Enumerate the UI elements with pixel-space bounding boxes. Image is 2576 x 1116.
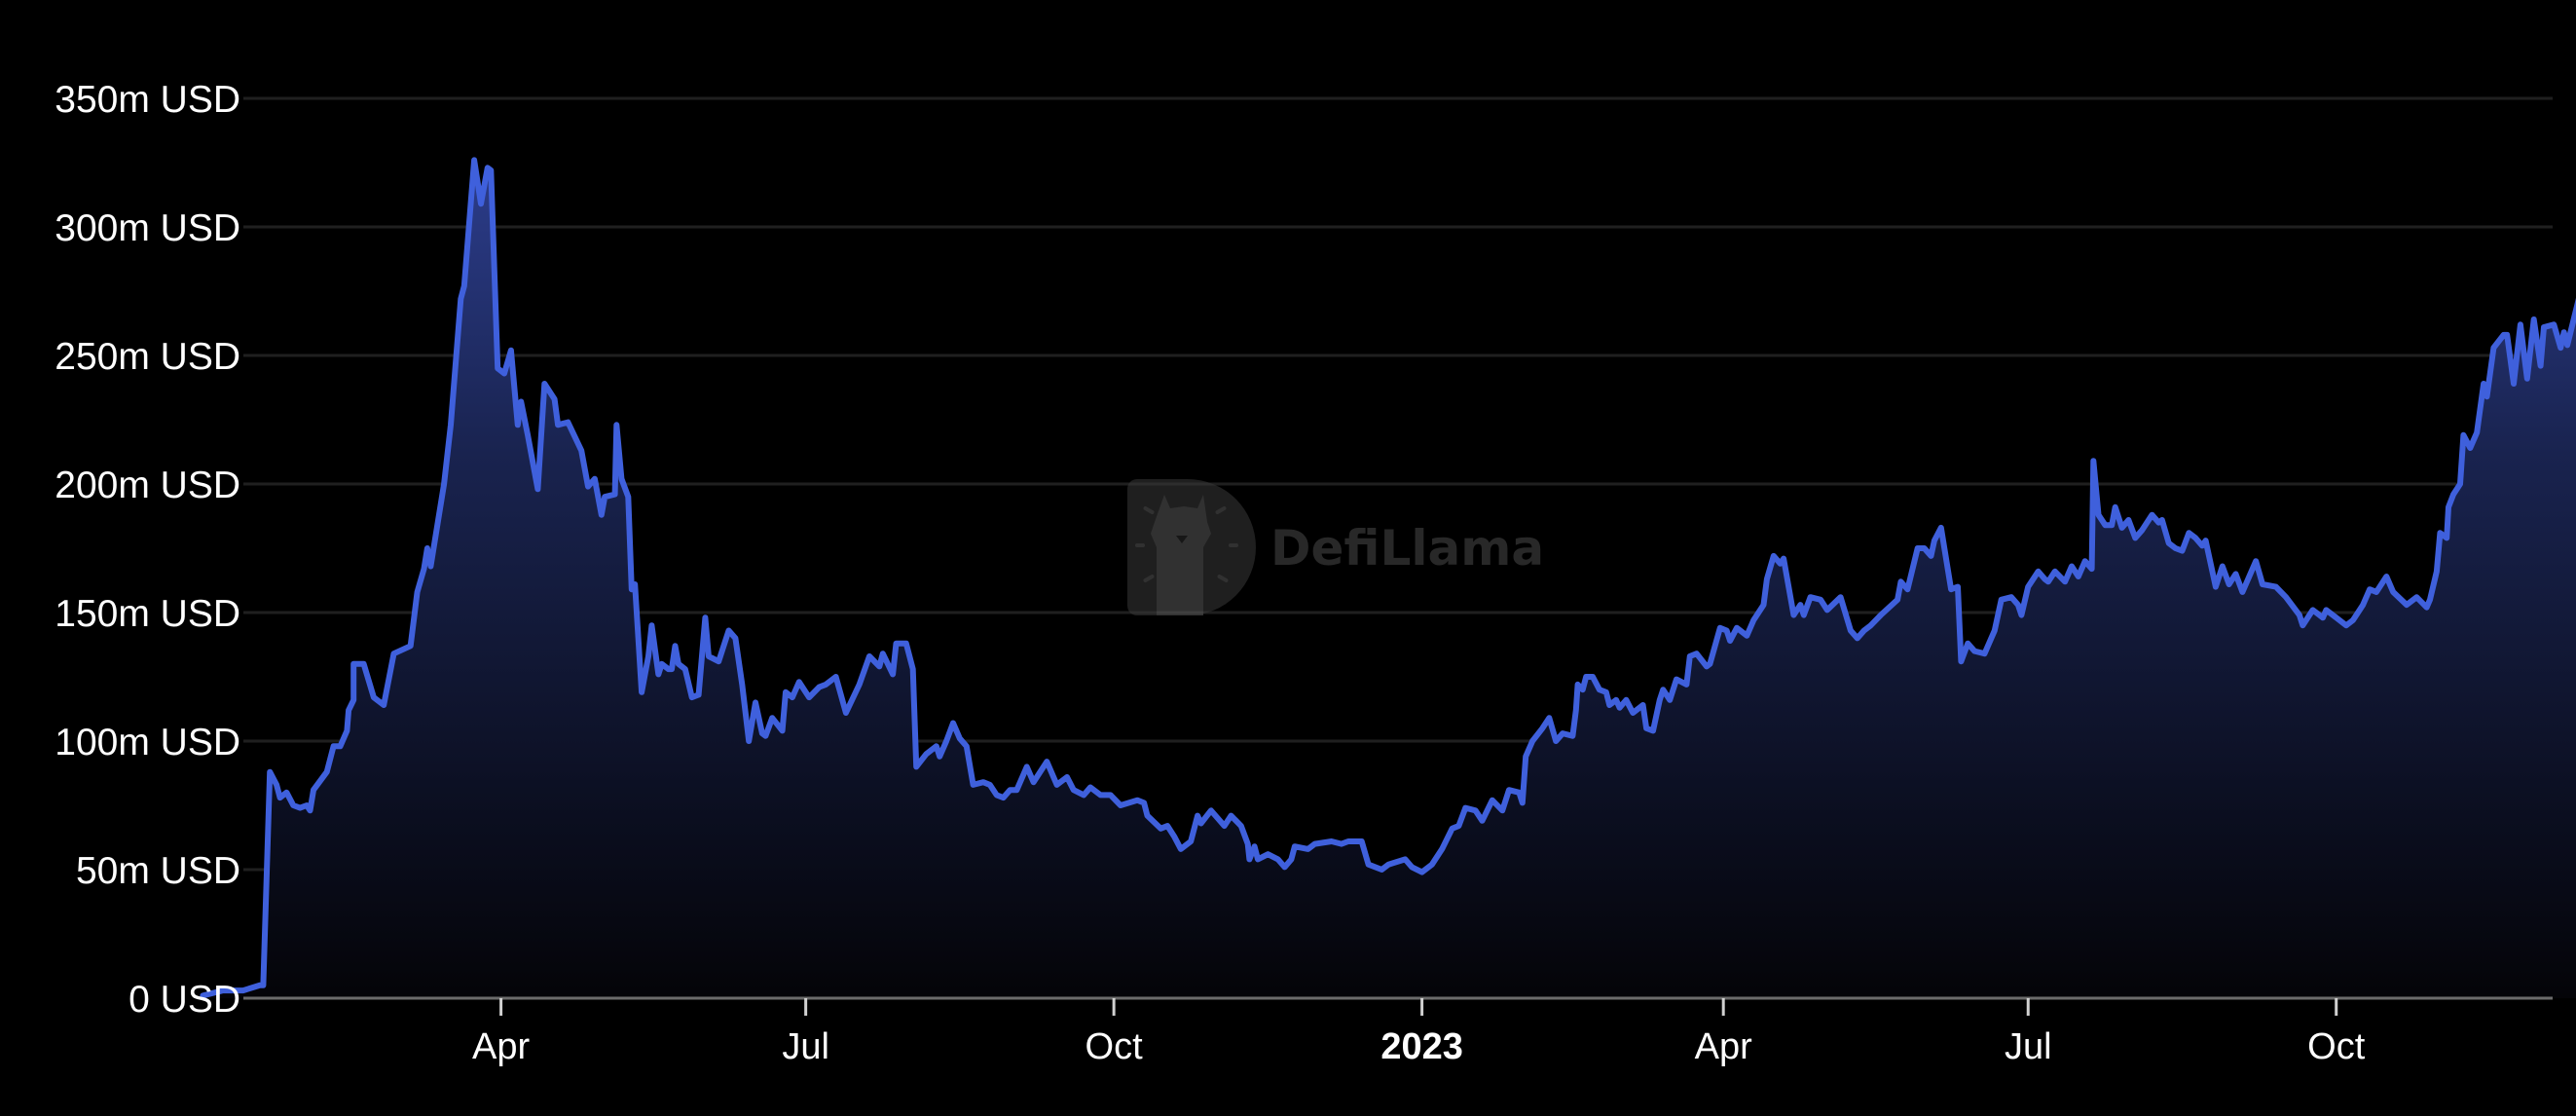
y-axis-label: 100m USD [55,722,240,763]
y-axis-labels: 0 USD 50m USD 100m USD 150m USD 200m USD 250m… [55,79,240,1021]
llama-logo-icon [1127,479,1256,615]
x-axis-label: 2023 [1380,1026,1463,1067]
watermark-text: DefiLlama [1270,520,1544,577]
x-axis-label: Oct [2307,1026,2366,1067]
x-axis-label: Oct [1086,1026,1144,1067]
y-axis-label: 50m USD [76,850,240,892]
x-axis-label: Jul [2005,1026,2052,1067]
tvl-line[interactable] [200,157,2576,999]
y-axis-label: 300m USD [55,207,240,249]
x-axis-ticks: Apr Jul Oct 2023 Apr Jul Oct [472,998,2366,1067]
area-fill [202,160,2576,998]
x-axis-label: Apr [472,1026,530,1067]
y-axis-label: 350m USD [55,79,240,121]
y-axis-label: 250m USD [55,336,240,378]
y-axis-label: 0 USD [129,979,240,1021]
y-axis-label: 200m USD [55,465,240,506]
x-axis-label: Apr [1695,1026,1752,1067]
y-axis-label: 150m USD [55,593,240,635]
x-axis-label: Jul [782,1026,829,1067]
watermark: DefiLlama [1127,479,1544,615]
